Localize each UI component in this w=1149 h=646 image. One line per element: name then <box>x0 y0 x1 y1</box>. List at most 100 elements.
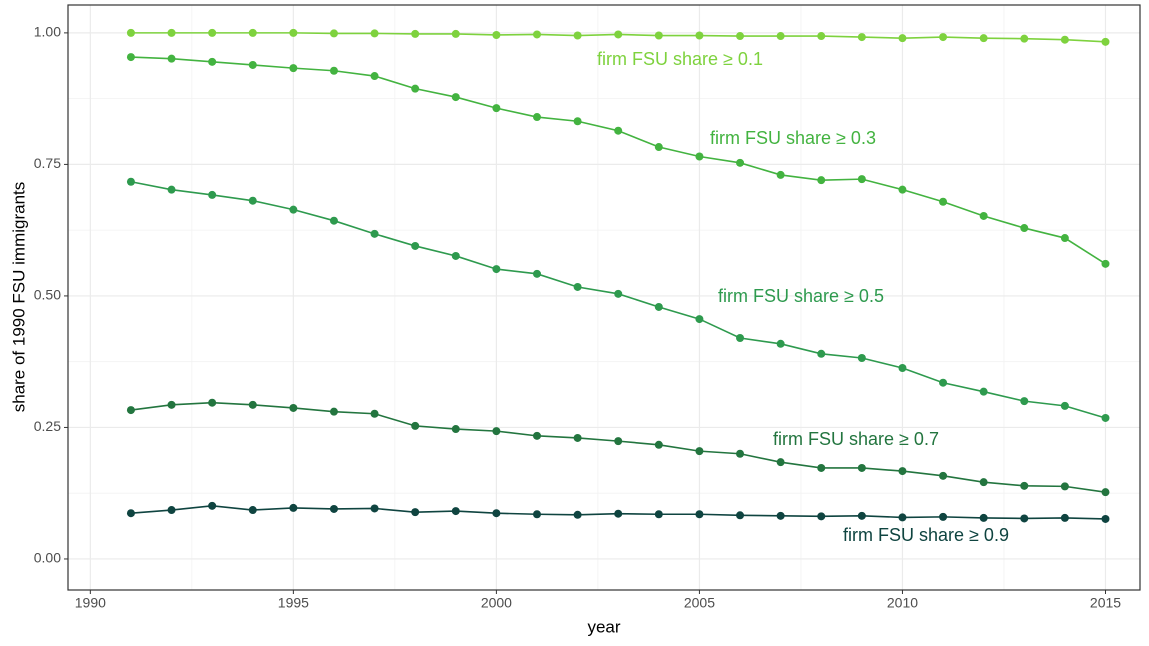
point <box>533 510 541 519</box>
point <box>898 363 907 372</box>
point <box>857 33 866 42</box>
point <box>979 478 988 487</box>
point <box>573 433 582 442</box>
point <box>248 400 257 409</box>
panel-border <box>67 4 1141 591</box>
y-tick-label: 0.00 <box>34 550 61 566</box>
y-tick-label: 0.25 <box>34 418 61 434</box>
point <box>451 507 460 516</box>
point <box>573 117 582 126</box>
point <box>451 425 460 434</box>
x-tick-label: 2015 <box>1090 595 1121 611</box>
point <box>248 28 257 37</box>
point <box>898 34 907 43</box>
point <box>1060 35 1069 44</box>
point <box>1060 401 1069 410</box>
point <box>979 387 988 396</box>
point <box>817 463 826 472</box>
point <box>1020 481 1029 490</box>
point <box>208 190 217 199</box>
y-tick-label: 1.00 <box>34 24 61 40</box>
point <box>1060 513 1069 522</box>
point <box>411 241 420 250</box>
point <box>411 421 420 430</box>
point <box>329 216 338 225</box>
point <box>898 185 907 194</box>
point <box>614 30 623 39</box>
point <box>736 449 745 458</box>
point <box>533 269 541 278</box>
y-tick-label: 0.50 <box>34 287 61 303</box>
point <box>370 504 379 513</box>
point <box>167 185 176 194</box>
point <box>1060 234 1069 243</box>
point <box>857 353 866 362</box>
series-line <box>130 401 1106 493</box>
series-line <box>130 180 1106 419</box>
point <box>736 32 745 41</box>
point <box>1101 514 1110 523</box>
point <box>248 60 257 69</box>
series-label: firm FSU share ≥ 0.3 <box>710 128 876 148</box>
point <box>208 28 217 37</box>
y-tick-label: 0.75 <box>34 155 61 171</box>
point <box>1020 514 1029 523</box>
series-label: firm FSU share ≥ 0.5 <box>718 286 884 306</box>
point <box>451 251 460 260</box>
point <box>695 152 704 161</box>
point <box>208 398 217 407</box>
point <box>370 409 379 418</box>
x-tick-label: 2000 <box>481 595 512 611</box>
point <box>1020 397 1029 406</box>
point <box>776 339 785 348</box>
point <box>857 463 866 472</box>
point <box>654 302 663 311</box>
point <box>1101 259 1110 268</box>
point <box>898 467 907 476</box>
point <box>898 513 907 522</box>
point <box>979 34 988 43</box>
x-tick-label: 1995 <box>278 595 309 611</box>
series-line <box>130 56 1106 265</box>
point <box>736 334 745 343</box>
point <box>1101 37 1110 46</box>
point <box>776 170 785 179</box>
point <box>614 126 623 135</box>
point <box>817 32 826 41</box>
point <box>289 403 298 412</box>
point <box>817 176 826 185</box>
point <box>939 512 948 521</box>
point <box>248 196 257 205</box>
point <box>126 406 135 415</box>
point <box>776 458 785 467</box>
point <box>248 506 257 515</box>
point <box>939 378 948 387</box>
point <box>411 508 420 517</box>
point <box>167 400 176 409</box>
x-tick-label: 2005 <box>684 595 715 611</box>
point <box>533 431 541 440</box>
point <box>329 66 338 75</box>
point <box>492 265 501 274</box>
point <box>451 93 460 102</box>
series-label: firm FSU share ≥ 0.1 <box>597 49 763 69</box>
point <box>939 471 948 480</box>
point <box>776 32 785 41</box>
point <box>126 177 135 186</box>
point <box>533 30 541 39</box>
point <box>573 282 582 291</box>
y-axis-title: share of 1990 FSU immigrants <box>9 182 28 413</box>
point <box>492 30 501 39</box>
point <box>573 31 582 40</box>
point <box>411 29 420 38</box>
point <box>614 289 623 298</box>
point <box>126 53 135 62</box>
point <box>167 506 176 515</box>
point <box>1020 34 1029 43</box>
point <box>1101 488 1110 497</box>
x-tick-label: 2010 <box>887 595 918 611</box>
point <box>736 158 745 167</box>
point <box>289 205 298 214</box>
point <box>736 511 745 520</box>
